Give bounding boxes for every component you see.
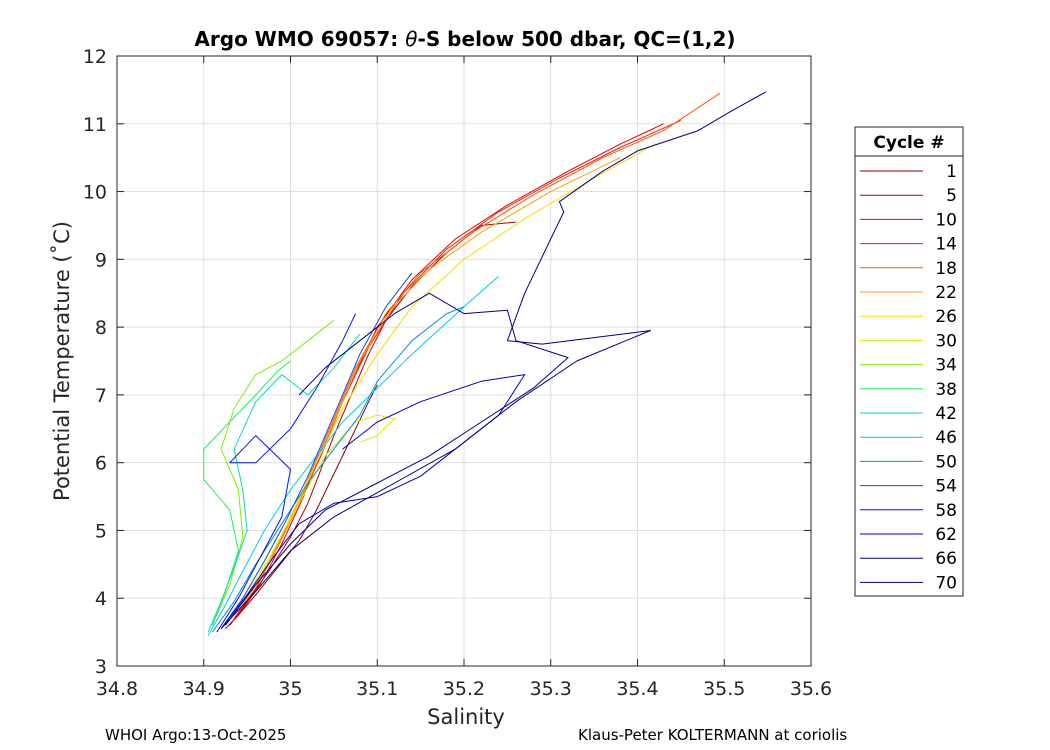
x-tick-label: 35.2 (443, 678, 485, 700)
x-tick-label: 34.8 (96, 678, 138, 700)
legend-label-cycle-54: 54 (935, 477, 957, 497)
y-tick-label: 12 (83, 46, 107, 68)
legend-label-cycle-30: 30 (935, 331, 957, 351)
series-line-cycle-1 (225, 384, 378, 630)
y-tick-label: 10 (83, 182, 107, 204)
series-line-cycle-18 (237, 92, 721, 613)
y-tick-label: 6 (95, 453, 107, 475)
series-line-cycle-50 (211, 306, 465, 633)
legend-label-cycle-46: 46 (935, 428, 957, 448)
legend-label-cycle-42: 42 (935, 404, 957, 424)
x-axis-label: Salinity (427, 705, 505, 729)
series-line-cycle-30 (246, 414, 396, 596)
x-tick-label: 35 (278, 678, 302, 700)
series-line-cycle-58 (216, 313, 357, 633)
grid-lines (117, 56, 811, 666)
footer-left: WHOI Argo:13-Oct-2025 (105, 726, 287, 744)
series-line-cycle-22 (242, 157, 621, 606)
chart-title: Argo WMO 69057: θ-S below 500 dbar, QC=(… (194, 27, 735, 51)
legend-label-cycle-38: 38 (935, 380, 957, 400)
x-tick-label: 35.3 (530, 678, 572, 700)
series-line-cycle-70 (220, 91, 767, 630)
footer-right: Klaus-Peter KOLTERMANN at coriolis (578, 726, 848, 744)
legend-label-cycle-62: 62 (935, 525, 957, 545)
y-tick-label: 7 (95, 385, 107, 407)
series-line-cycle-62 (220, 374, 526, 630)
series-line-cycle-14 (233, 119, 682, 619)
legend-label-cycle-14: 14 (935, 235, 957, 255)
legend-label-cycle-1: 1 (946, 162, 957, 182)
x-tick-label: 35.4 (616, 678, 658, 700)
y-axis-label: Potential Temperature (˚C) (50, 221, 74, 501)
legend-label-cycle-66: 66 (935, 549, 957, 569)
legend-label-cycle-58: 58 (935, 501, 957, 521)
y-tick-label: 8 (95, 317, 107, 339)
legend-label-cycle-34: 34 (935, 356, 957, 376)
data-series (203, 91, 767, 636)
legend-title: Cycle # (873, 133, 944, 153)
legend-label-cycle-10: 10 (935, 210, 957, 230)
y-tick-label: 3 (95, 656, 107, 678)
y-tick-label: 5 (95, 520, 107, 542)
series-line-cycle-46 (207, 275, 500, 636)
series-line-cycle-42 (207, 333, 361, 633)
x-tick-label: 35.5 (703, 678, 745, 700)
x-tick-label: 35.6 (790, 678, 832, 700)
y-tick-label: 11 (83, 114, 107, 136)
legend-label-cycle-70: 70 (935, 573, 957, 593)
y-tick-label: 4 (95, 588, 107, 610)
y-tick-label: 9 (95, 249, 107, 271)
legend-label-cycle-5: 5 (946, 186, 957, 206)
x-tick-label: 35.1 (356, 678, 398, 700)
legend-label-cycle-22: 22 (935, 283, 957, 303)
series-line-cycle-38 (203, 360, 291, 626)
legend-label-cycle-18: 18 (935, 259, 957, 279)
axis-ticks: 34.8 34.9 35 35.1 35.2 35.3 35.4 35.5 35.6 3 4 5 6 7 8… (83, 46, 832, 700)
x-tick-label: 34.9 (183, 678, 225, 700)
legend-label-cycle-26: 26 (935, 307, 957, 327)
legend: Cycle # 1 5 10 14 18 22 26 30 34 38 42 46 50 54 58 62 66… (854, 126, 964, 597)
legend-box (854, 126, 964, 597)
series-line-cycle-66 (224, 292, 569, 626)
legend-label-cycle-50: 50 (935, 452, 957, 472)
